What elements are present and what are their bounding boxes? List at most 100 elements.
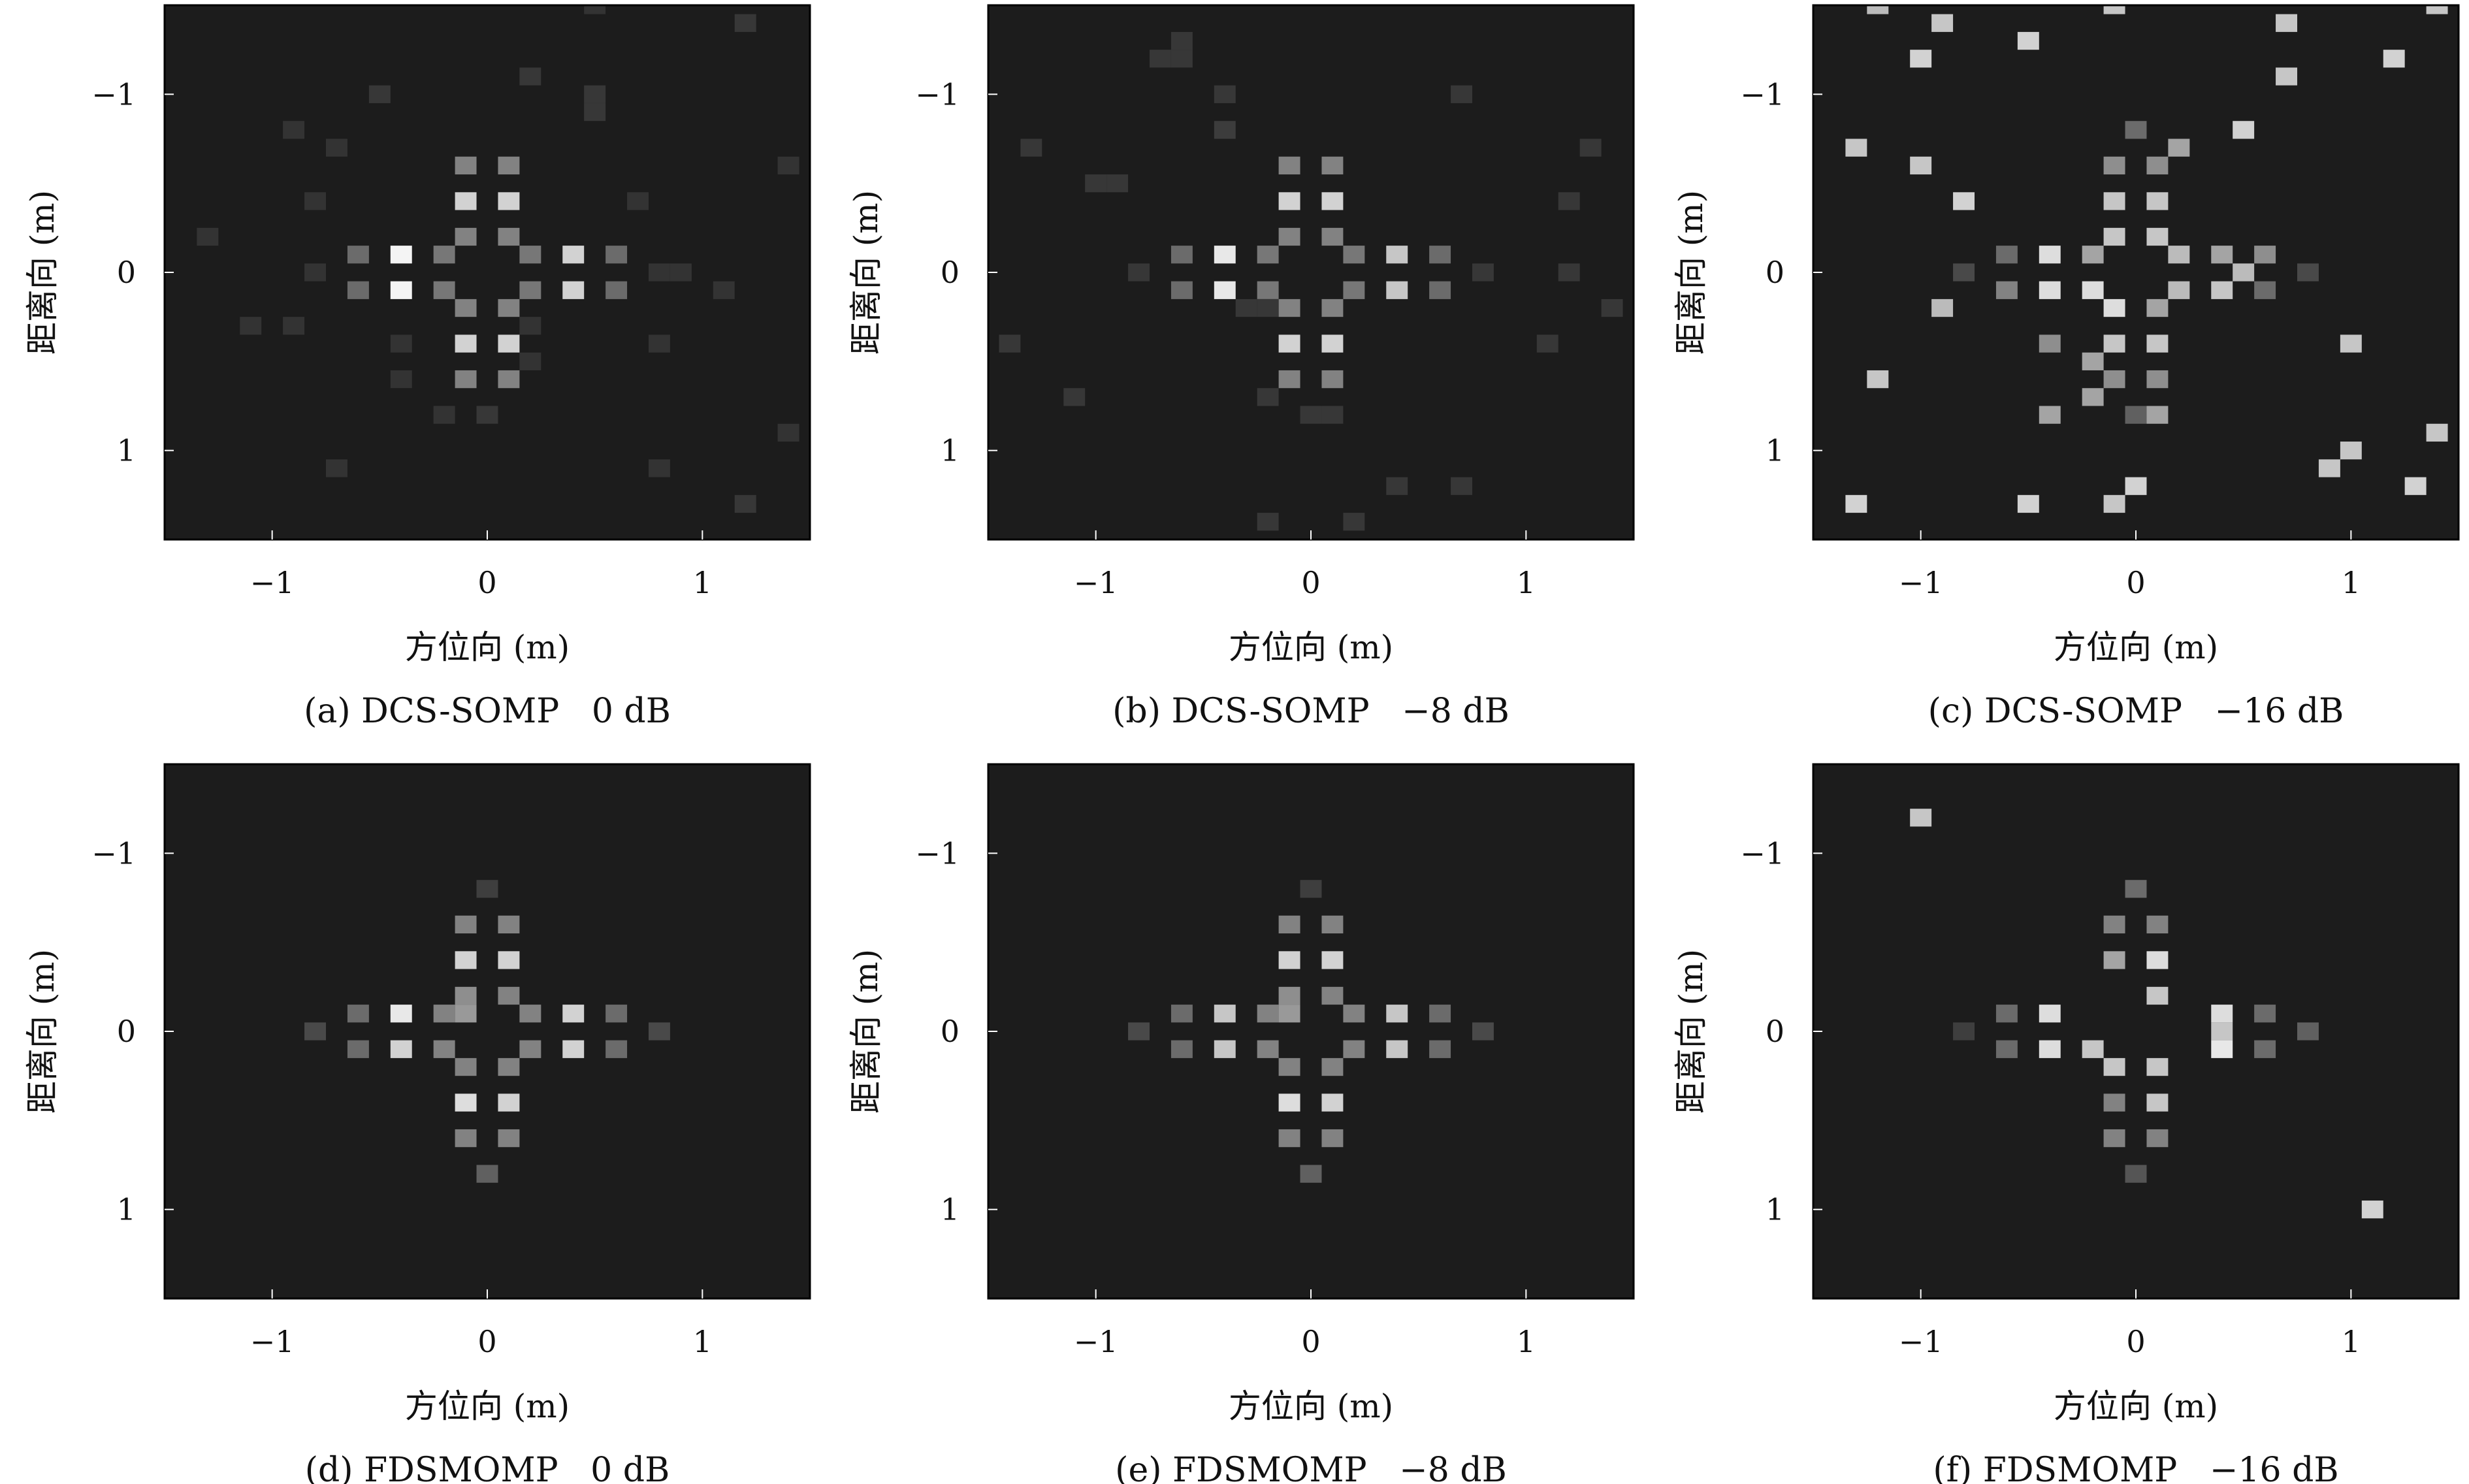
heatmap-cell	[283, 317, 305, 335]
heatmap-cell	[1343, 281, 1365, 299]
heatmap-cell	[1451, 477, 1472, 495]
heatmap-cell	[1257, 388, 1279, 406]
x-tick-label: 1	[1517, 1324, 1536, 1359]
x-tick-label: 0	[2126, 1324, 2145, 1359]
heatmap-cell	[605, 281, 628, 299]
heatmap-cell	[2146, 915, 2169, 934]
heatmap-cell	[777, 423, 799, 442]
y-tick-label: 0	[941, 1014, 960, 1049]
heatmap-cell	[2082, 388, 2104, 406]
heatmap-cell	[713, 281, 735, 299]
x-tick-label: −1	[1074, 565, 1118, 600]
heatmap-cell	[455, 1093, 477, 1112]
heatmap-cell	[562, 281, 585, 299]
heatmap-cell	[1429, 246, 1451, 264]
panel-caption: (c) DCS-SOMP −16 dB	[1928, 692, 2344, 731]
heatmap-panel-6: −1 0 1 −1 0 1 方位向 (m) 距离向 (m) (f) FDSMOMP −16 dB	[1672, 763, 2460, 1484]
heatmap-cell	[1128, 263, 1150, 282]
heatmap-cell	[2233, 263, 2255, 282]
y-tick-label: −1	[915, 76, 960, 112]
heatmap-cell	[1386, 281, 1408, 299]
heatmap-cell	[1257, 281, 1279, 299]
heatmap-cell	[304, 263, 326, 282]
heatmap-cell	[197, 227, 219, 246]
heatmap-cell	[2211, 1022, 2233, 1040]
heatmap-cell	[670, 263, 692, 282]
heatmap-cell	[2039, 1040, 2061, 1058]
heatmap-cell	[2017, 31, 2039, 50]
heatmap-cell	[2039, 334, 2061, 353]
heatmap-cell	[1257, 246, 1279, 264]
heatmap-cell	[519, 317, 541, 335]
heatmap-cell	[1278, 192, 1300, 210]
y-tick-label: −1	[91, 835, 136, 871]
heatmap-cell	[1910, 50, 1932, 68]
heatmap-cell	[562, 1040, 585, 1058]
heatmap-cell	[584, 103, 606, 121]
heatmap-cell	[1931, 14, 1954, 32]
heatmap-cell	[2017, 494, 2039, 513]
heatmap-cell	[433, 281, 455, 299]
heatmap-cell	[1300, 880, 1322, 898]
heatmap-cell	[1429, 281, 1451, 299]
x-tick-label: 1	[693, 1324, 712, 1359]
heatmap-cell	[2146, 156, 2169, 175]
heatmap-cell	[498, 951, 520, 969]
heatmap-cell	[433, 1040, 455, 1058]
heatmap-cell	[2146, 1057, 2169, 1076]
heatmap-cell	[1910, 809, 1932, 827]
x-axis-label: 方位向 (m)	[1229, 628, 1393, 666]
heatmap-cell	[1321, 406, 1344, 424]
heatmap-cell	[1170, 246, 1193, 264]
heatmap-cell	[433, 406, 455, 424]
heatmap-cell	[498, 1129, 520, 1148]
heatmap-cell	[562, 1005, 585, 1023]
heatmap-cell	[1321, 1057, 1344, 1076]
heatmap-panel-4: −1 0 1 −1 0 1 方位向 (m) 距离向 (m) (d) FDSMOMP 0 dB	[24, 763, 811, 1484]
heatmap-panel-5: −1 0 1 −1 0 1 方位向 (m) 距离向 (m) (e) FDSMOMP −8 dB	[847, 763, 1635, 1484]
heatmap-cell	[2103, 1129, 2125, 1148]
plot-background	[1813, 764, 2459, 1298]
heatmap-cell	[2103, 1057, 2125, 1076]
heatmap-cell	[777, 156, 799, 175]
heatmap-cells	[1910, 809, 2383, 1219]
heatmap-cell	[2146, 192, 2169, 210]
x-tick-label: −1	[250, 565, 295, 600]
heatmap-cell	[649, 263, 670, 282]
heatmap-cell	[627, 192, 649, 210]
heatmap-cell	[649, 1022, 670, 1040]
plot-background	[165, 764, 810, 1298]
x-tick-label: 1	[693, 565, 712, 600]
heatmap-cell	[1845, 138, 1867, 157]
heatmap-cell	[1321, 951, 1344, 969]
heatmap-cell	[455, 370, 477, 389]
x-tick-label: −1	[1074, 1324, 1118, 1359]
heatmap-cell	[2103, 227, 2125, 246]
heatmap-cell	[1278, 1129, 1300, 1148]
heatmap-cell	[1995, 246, 2018, 264]
heatmap-cell	[2254, 1005, 2276, 1023]
heatmap-cell	[2146, 227, 2169, 246]
heatmap-cell	[1953, 263, 1975, 282]
heatmap-cell	[2254, 246, 2276, 264]
y-tick-label: 1	[117, 433, 136, 468]
heatmap-cell	[1558, 192, 1580, 210]
heatmap-cell	[2211, 246, 2233, 264]
x-tick-label: −1	[250, 1324, 295, 1359]
heatmap-cell	[283, 121, 305, 139]
heatmap-cell	[1278, 915, 1300, 934]
heatmap-cell	[2426, 5, 2448, 14]
heatmap-cell	[1910, 156, 1932, 175]
x-tick-label: 0	[1301, 565, 1320, 600]
heatmap-cell	[2146, 298, 2169, 317]
y-tick-label: −1	[915, 835, 960, 871]
heatmap-cell	[1278, 334, 1300, 353]
heatmap-cell	[1429, 1040, 1451, 1058]
heatmap-cell	[1300, 406, 1322, 424]
panel-caption: (a) DCS-SOMP 0 dB	[304, 692, 671, 731]
heatmap-cell	[1170, 1005, 1193, 1023]
heatmap-panel-1: −1 0 1 −1 0 1 方位向 (m) 距离向 (m) (a) DCS-SOMP 0 dB	[24, 4, 811, 731]
heatmap-cell	[498, 986, 520, 1005]
x-tick-label: 1	[2342, 565, 2361, 600]
y-tick-label: −1	[91, 76, 136, 112]
